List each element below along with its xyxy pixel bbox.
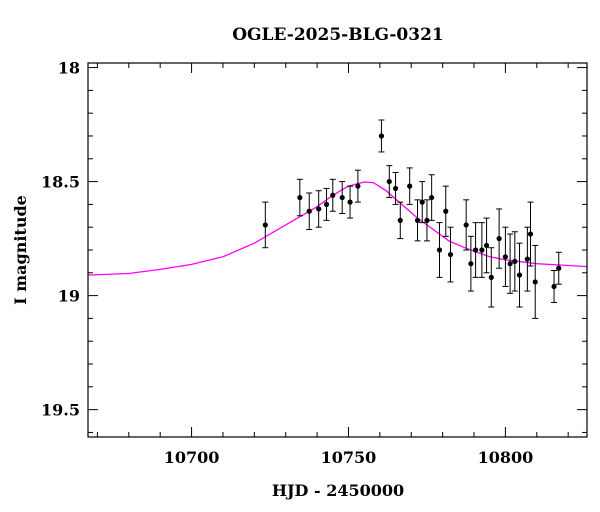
x-axis-label: HJD - 2450000 xyxy=(272,481,404,500)
data-marker xyxy=(472,247,479,253)
data-point xyxy=(347,185,354,219)
data-marker xyxy=(429,194,435,201)
data-point xyxy=(463,199,470,251)
data-marker xyxy=(447,251,454,258)
data-point xyxy=(516,242,523,308)
data-marker xyxy=(551,283,557,290)
data-marker xyxy=(436,247,443,253)
chart-title: OGLE-2025-BLG-0321 xyxy=(232,25,444,45)
data-marker xyxy=(297,194,303,201)
data-marker xyxy=(512,258,518,265)
data-marker xyxy=(502,254,509,260)
y-tick-label: 19.5 xyxy=(41,401,80,420)
data-marker xyxy=(424,217,430,223)
data-point xyxy=(378,119,385,153)
data-point xyxy=(428,174,435,221)
data-point xyxy=(502,226,509,287)
data-marker xyxy=(355,183,361,189)
data-marker xyxy=(323,201,330,207)
data-point xyxy=(527,201,534,267)
data-marker xyxy=(479,247,485,253)
y-axis-label: I magnitude xyxy=(11,195,30,305)
data-point xyxy=(483,217,490,274)
tick-labels: 10700 10750 10800 18 18.5 19 19.5 xyxy=(41,59,533,467)
y-tick-label: 18 xyxy=(58,59,80,78)
data-point xyxy=(354,169,361,203)
data-marker xyxy=(483,242,490,249)
data-point xyxy=(323,187,330,221)
plot-frame xyxy=(87,62,588,438)
data-point xyxy=(467,235,474,292)
data-point xyxy=(329,178,336,212)
data-point xyxy=(511,231,518,292)
data-marker xyxy=(524,256,530,262)
data-point xyxy=(339,181,346,215)
data-point xyxy=(306,192,313,230)
data-marker xyxy=(488,274,494,280)
data-point xyxy=(447,226,454,283)
data-marker xyxy=(347,199,353,205)
data-point xyxy=(397,201,404,240)
data-marker xyxy=(306,208,312,214)
data-point xyxy=(386,165,393,199)
data-marker xyxy=(407,183,413,189)
data-marker xyxy=(496,235,502,242)
axis-ticks xyxy=(88,63,587,437)
data-point xyxy=(392,171,399,205)
data-point xyxy=(507,233,514,294)
data-point xyxy=(414,199,421,242)
data-marker xyxy=(262,222,268,228)
data-point xyxy=(442,185,449,237)
data-marker xyxy=(443,208,449,214)
data-points xyxy=(262,119,562,319)
model-curve xyxy=(87,181,588,276)
data-marker xyxy=(516,272,523,278)
y-tick-label: 19 xyxy=(58,287,80,306)
x-tick-label: 10700 xyxy=(164,448,220,467)
data-marker xyxy=(419,199,425,205)
data-point xyxy=(315,190,322,228)
data-point xyxy=(423,199,430,242)
data-point xyxy=(419,181,426,224)
data-marker xyxy=(339,194,345,201)
data-marker xyxy=(527,231,534,237)
data-point xyxy=(262,201,269,249)
data-marker xyxy=(463,222,469,228)
data-point xyxy=(555,251,562,285)
x-tick-label: 10800 xyxy=(478,448,534,467)
data-marker xyxy=(316,206,322,212)
data-marker xyxy=(507,261,513,267)
data-point xyxy=(532,244,539,319)
data-marker xyxy=(532,279,538,285)
data-point xyxy=(406,167,413,205)
data-point xyxy=(296,178,303,217)
data-marker xyxy=(386,178,392,185)
data-point xyxy=(478,222,485,278)
data-marker xyxy=(397,217,403,223)
data-marker xyxy=(330,192,336,198)
data-marker xyxy=(378,133,385,139)
data-marker xyxy=(414,217,421,223)
data-point xyxy=(488,247,495,308)
data-point xyxy=(472,222,479,278)
data-marker xyxy=(392,185,399,192)
x-tick-label: 10750 xyxy=(321,448,377,467)
data-point xyxy=(436,222,443,278)
data-point xyxy=(551,270,558,303)
data-marker xyxy=(468,261,474,267)
y-tick-label: 18.5 xyxy=(41,173,80,192)
data-point xyxy=(496,208,503,269)
data-point xyxy=(524,226,531,292)
data-marker xyxy=(556,265,562,271)
